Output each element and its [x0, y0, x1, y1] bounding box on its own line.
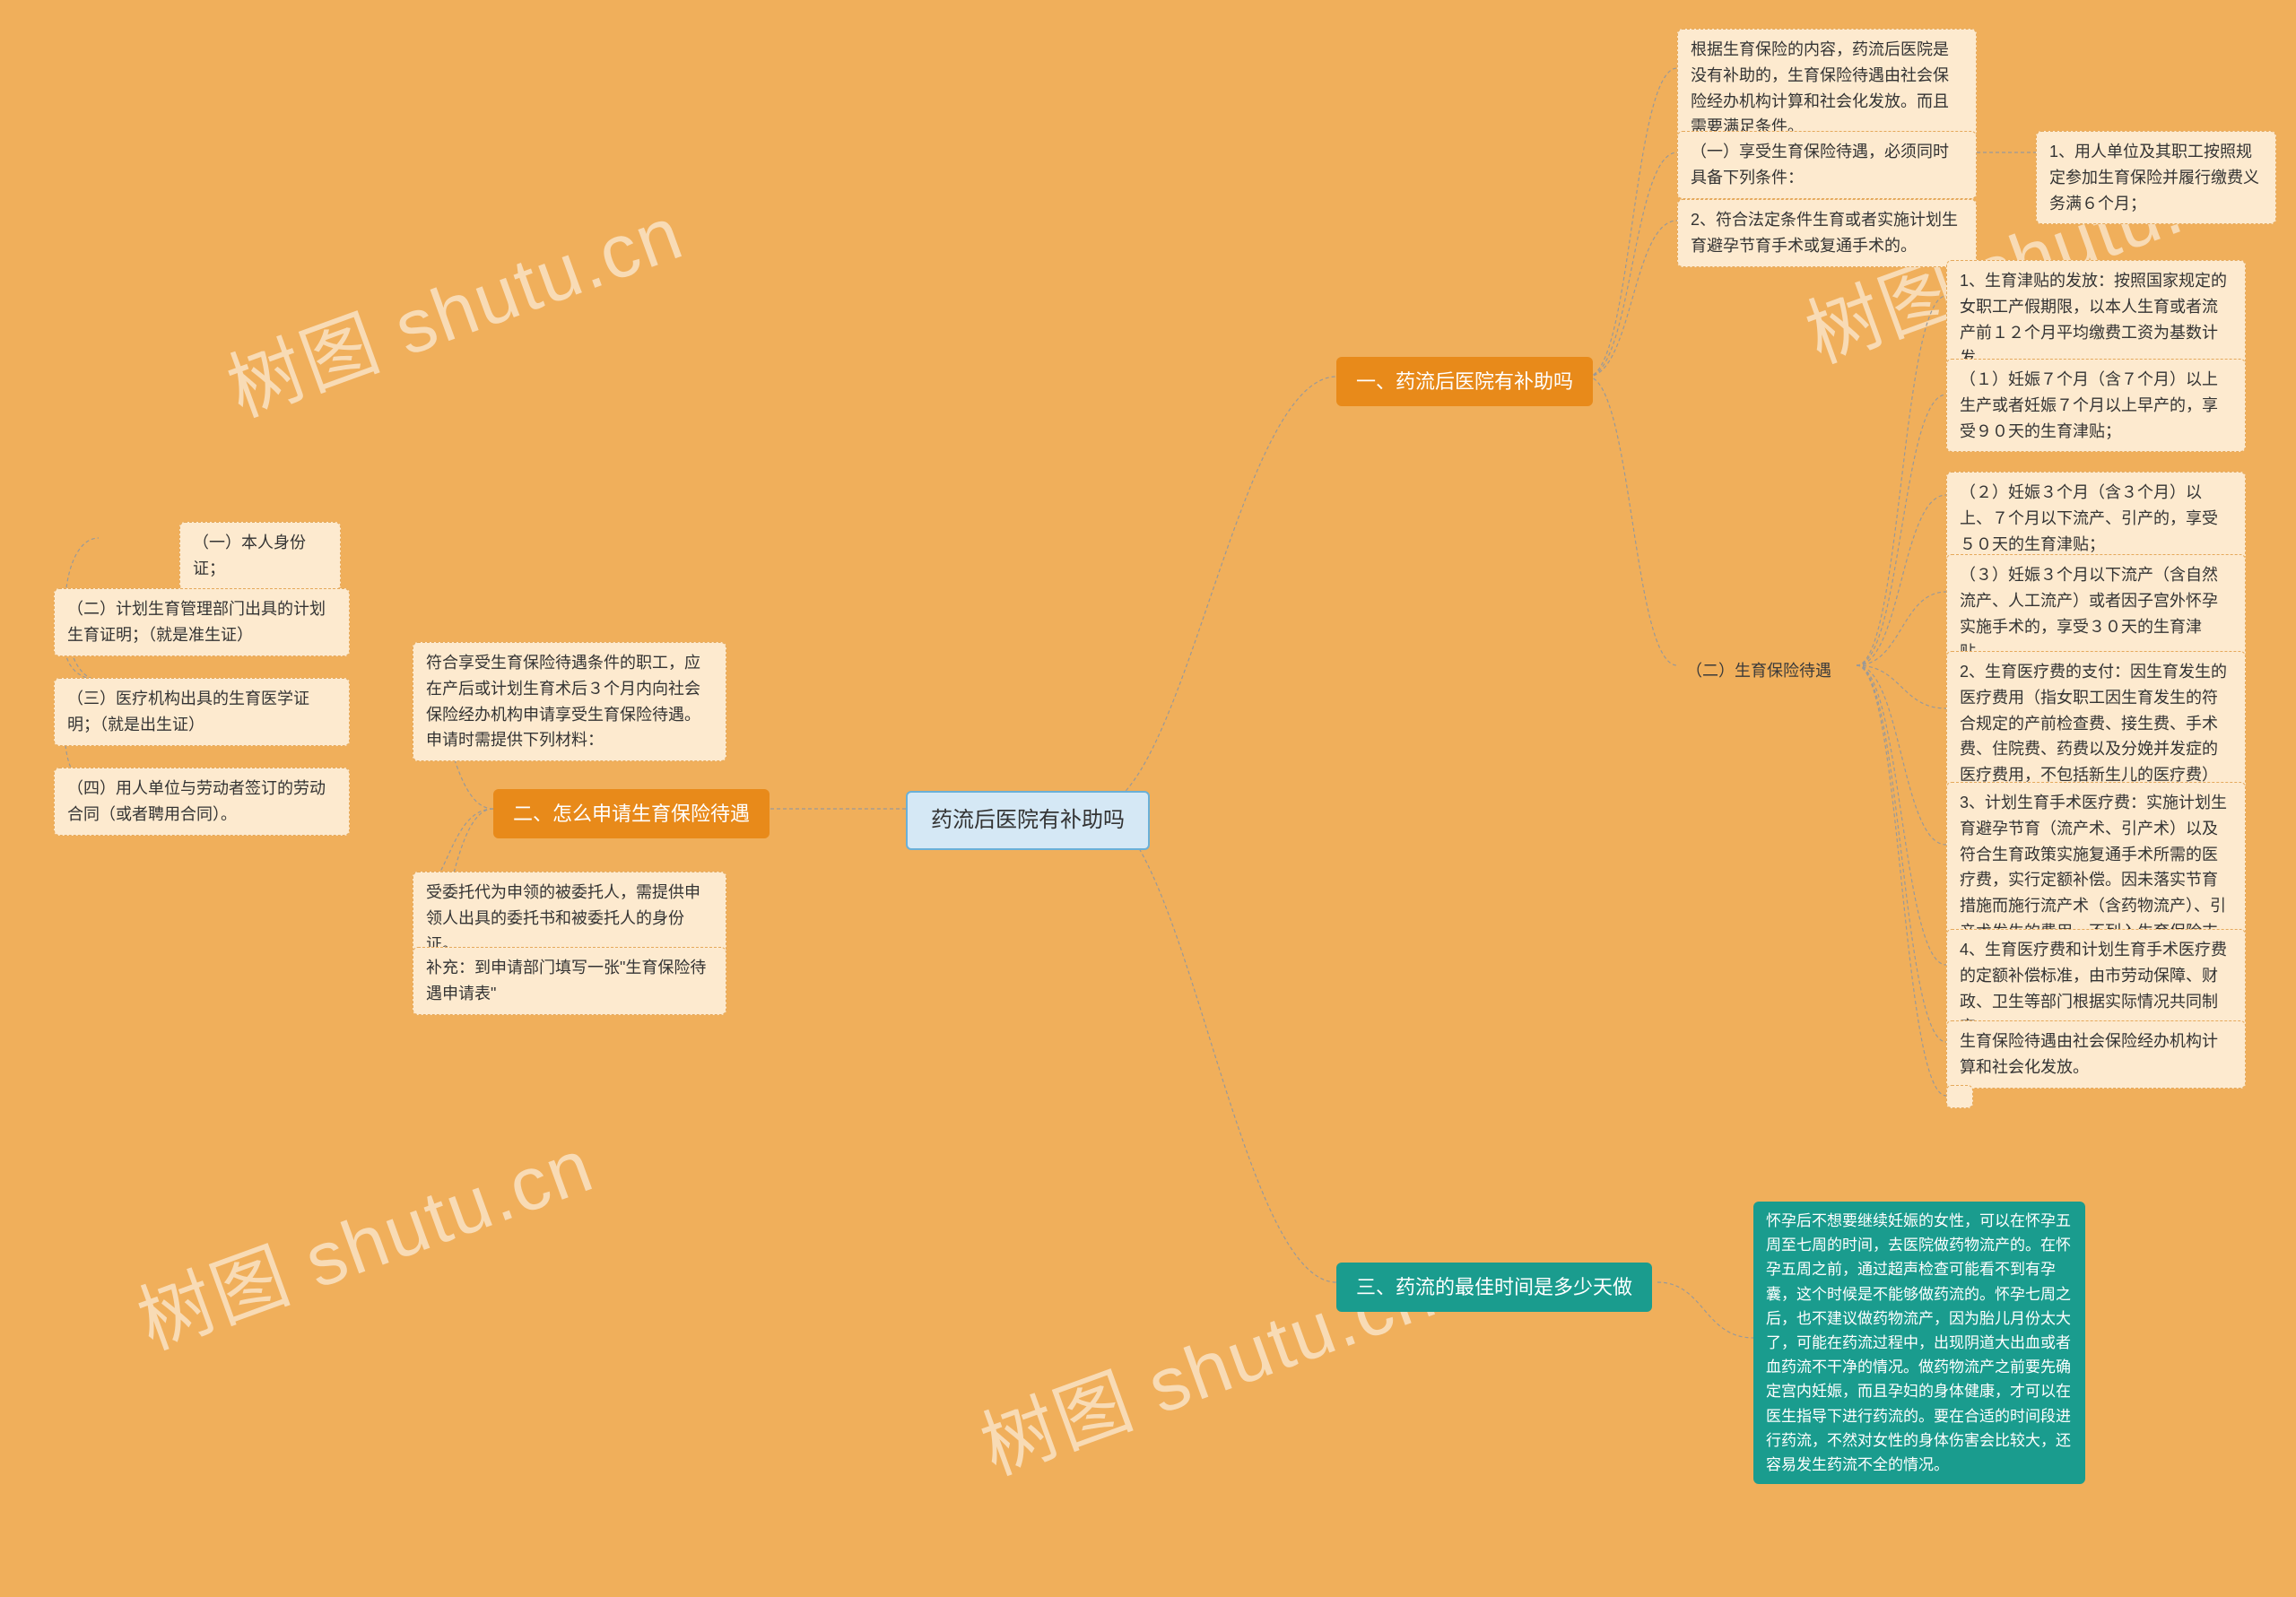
- leaf-b2c1a: （一）本人身份证；: [179, 522, 341, 590]
- leaf-b2c1b: （二）计划生育管理部门出具的计划生育证明；（就是准生证）: [54, 588, 350, 656]
- watermark: 树图 shutu.cn: [211, 173, 695, 438]
- leaf-b3c1: 怀孕后不想要继续妊娠的女性，可以在怀孕五周至七周的时间，去医院做药物流产的。在怀…: [1753, 1202, 2085, 1484]
- leaf-b1c2a: 1、用人单位及其职工按照规定参加生育保险并履行缴费义务满６个月；: [2036, 131, 2276, 224]
- leaf-b1c4c: （２）妊娠３个月（含３个月）以上、７个月以下流产、引产的，享受５０天的生育津贴；: [1946, 472, 2246, 565]
- branch-3: 三、药流的最佳时间是多少天做: [1336, 1263, 1652, 1312]
- watermark: 树图 shutu.cn: [121, 1106, 605, 1370]
- leaf-b1c3: 2、符合法定条件生育或者实施计划生育避孕节育手术或复通手术的。: [1677, 199, 1977, 267]
- branch-1: 一、药流后医院有补助吗: [1336, 357, 1593, 406]
- leaf-b2c1: 符合享受生育保险待遇条件的职工，应在产后或计划生育术后３个月内向社会保险经办机构…: [413, 642, 726, 761]
- leaf-b1c4i: [1946, 1085, 1973, 1108]
- leaf-b2c1d: （四）用人单位与劳动者签订的劳动合同（或者聘用合同）。: [54, 768, 350, 836]
- root-node: 药流后医院有补助吗: [906, 791, 1150, 850]
- leaf-b1c2: （一）享受生育保险待遇，必须同时具备下列条件：: [1677, 131, 1977, 199]
- leaf-b2c3: 补充：到申请部门填写一张"生育保险待遇申请表": [413, 947, 726, 1015]
- branch-2: 二、怎么申请生育保险待遇: [493, 789, 770, 838]
- leaf-b1c4b: （１）妊娠７个月（含７个月）以上生产或者妊娠７个月以上早产的，享受９０天的生育津…: [1946, 359, 2246, 452]
- leaf-b1c4: （二）生育保险待遇: [1677, 653, 1857, 690]
- leaf-b1c4h: 生育保险待遇由社会保险经办机构计算和社会化发放。: [1946, 1020, 2246, 1089]
- leaf-b2c1c-vis: （三）医疗机构出具的生育医学证明；（就是出生证）: [54, 678, 350, 746]
